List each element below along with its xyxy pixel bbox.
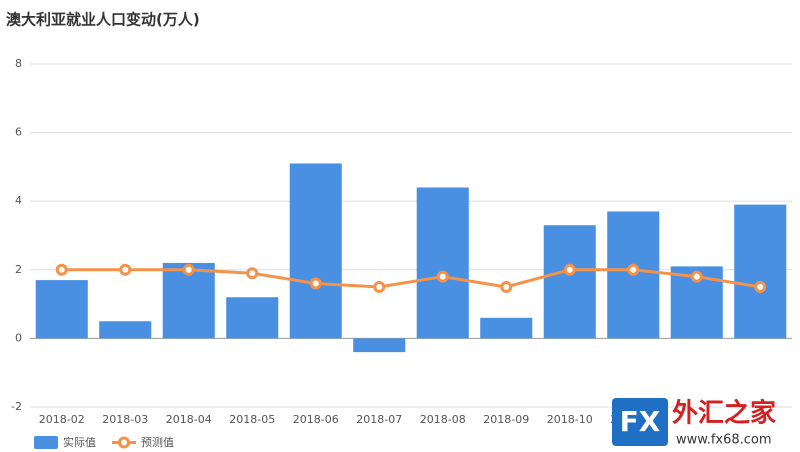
point — [436, 270, 449, 283]
legend-label: 预测值 — [141, 436, 174, 449]
bar — [353, 338, 406, 353]
logo-url: www.fx68.com — [676, 433, 772, 448]
x-tick-label: 2018-02 — [39, 413, 85, 426]
legend-label: 实际值 — [63, 435, 96, 449]
x-tick-label: 2018-04 — [166, 413, 212, 426]
x-tick-label: 2018-09 — [483, 413, 529, 426]
point — [55, 263, 68, 276]
y-tick-label: 8 — [15, 57, 22, 70]
x-tick-label: 2018-05 — [229, 413, 275, 426]
x-tick-label: 2018-10 — [547, 413, 593, 426]
bar — [289, 163, 342, 339]
point — [246, 267, 259, 280]
point — [119, 263, 132, 276]
bar — [416, 187, 469, 339]
bar — [480, 317, 533, 339]
point — [754, 280, 767, 293]
x-tick-label: 2018-08 — [420, 413, 466, 426]
point — [690, 270, 703, 283]
logo-badge — [612, 398, 668, 446]
y-tick-label: 0 — [15, 331, 22, 344]
logo-mark: FX — [620, 405, 661, 438]
logo-name: 外汇之家 — [672, 398, 776, 429]
point — [500, 280, 513, 293]
legend-swatch — [118, 436, 130, 449]
point — [182, 263, 195, 276]
point — [373, 280, 386, 293]
bar — [99, 321, 152, 339]
y-tick-label: 2 — [15, 263, 22, 276]
y-tick-label: -2 — [11, 400, 22, 413]
chart-title: 澳大利亚就业人口变动(万人) — [6, 11, 200, 29]
x-tick-label: 2018-03 — [102, 413, 148, 426]
y-tick-label: 6 — [15, 126, 22, 139]
logo: FX 外汇之家 www.fx68.com — [612, 398, 776, 448]
point — [627, 263, 640, 276]
bar — [734, 204, 787, 339]
bar — [226, 297, 279, 339]
x-tick-label: 2018-06 — [293, 413, 339, 426]
bar — [543, 225, 596, 339]
point — [563, 263, 576, 276]
legend-swatch — [34, 436, 58, 449]
x-tick-label: 2018-07 — [356, 413, 402, 426]
y-tick-label: 4 — [15, 194, 22, 207]
bar — [35, 280, 88, 339]
point — [309, 277, 322, 290]
line — [61, 268, 761, 289]
